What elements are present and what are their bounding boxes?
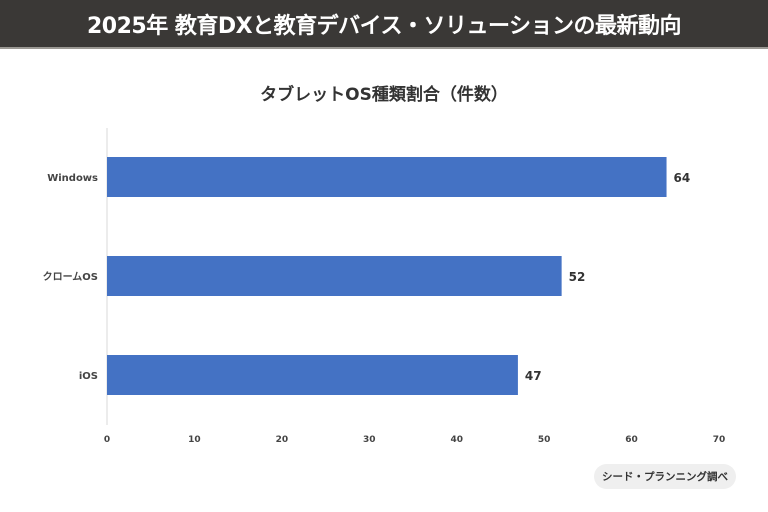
x-tick-label: 10 xyxy=(188,435,201,445)
source-badge: シード・プランニング調べ xyxy=(594,464,736,489)
page-title: 2025年 教育DXと教育デバイス・ソリューションの最新動向 xyxy=(86,13,682,39)
bar-0 xyxy=(107,157,667,197)
chart-title: タブレットOS種類割合（件数） xyxy=(260,85,508,105)
data-label: 52 xyxy=(569,270,586,284)
x-tick-label: 20 xyxy=(276,435,289,445)
x-tick-label: 0 xyxy=(104,435,110,445)
page-header: 2025年 教育DXと教育デバイス・ソリューションの最新動向 xyxy=(0,0,768,49)
category-label: Windows xyxy=(47,173,98,184)
x-tick-label: 50 xyxy=(538,435,551,445)
x-tick-label: 70 xyxy=(713,435,726,445)
source-label: シード・プランニング調べ xyxy=(602,471,728,483)
bar-2 xyxy=(107,355,518,395)
category-label: クロームOS xyxy=(43,271,98,283)
x-tick-label: 60 xyxy=(625,435,638,445)
bar-1 xyxy=(107,256,562,296)
x-tick-label: 30 xyxy=(363,435,376,445)
category-label: iOS xyxy=(79,371,98,382)
data-label: 64 xyxy=(674,171,691,185)
data-label: 47 xyxy=(525,369,542,383)
x-tick-label: 40 xyxy=(450,435,463,445)
